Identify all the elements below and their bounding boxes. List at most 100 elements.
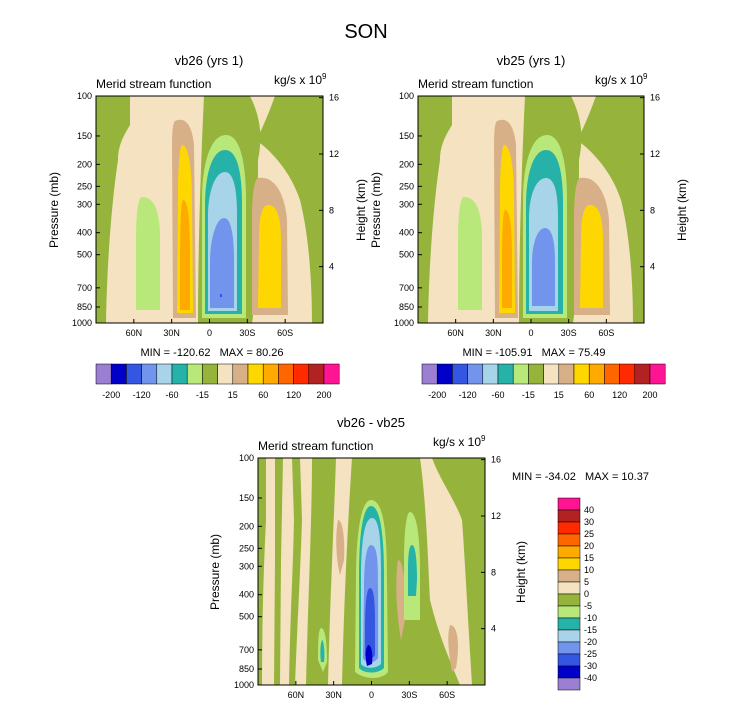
panel-1-units: kg/s x 109 <box>274 72 327 87</box>
colorbar-box <box>497 363 514 385</box>
panel-2-band-orange <box>502 210 512 308</box>
colorbar-label: -60 <box>491 390 504 400</box>
y-tick-label: 1000 <box>72 318 92 328</box>
colorbar-label: -40 <box>584 673 597 683</box>
panel-3-band-olive-b <box>289 458 302 685</box>
panel-3-band-olive-left <box>258 458 266 685</box>
colorbar-box <box>421 363 438 385</box>
colorbar-label: -200 <box>428 390 446 400</box>
colorbar-box <box>557 509 581 523</box>
colorbar-box <box>436 363 453 385</box>
y2-tick-label: 4 <box>650 262 655 272</box>
colorbar-label: 15 <box>228 390 238 400</box>
colorbar-box <box>604 363 620 385</box>
y-tick-label: 1000 <box>234 680 254 690</box>
y-tick-label: 100 <box>239 453 254 463</box>
y-tick-label: 500 <box>77 250 92 260</box>
colorbar-box <box>141 363 158 385</box>
y-tick-label: 250 <box>239 543 254 553</box>
panel-1-yaxis: 100 150 200 250 300 400 500 700 850 1000 4 8 12 16 6… <box>72 91 339 338</box>
colorbar-box <box>649 363 666 385</box>
colorbar-panel-2: -200 -120 -60 -15 15 60 120 200 <box>421 363 666 400</box>
colorbar-box <box>619 363 636 385</box>
colorbar-box <box>308 363 325 385</box>
y2-tick-label: 8 <box>650 205 655 215</box>
colorbar-box <box>217 363 234 385</box>
colorbar-label: -120 <box>459 390 477 400</box>
colorbar-box <box>95 363 112 385</box>
y2-tick-label: 8 <box>329 205 334 215</box>
y-tick-label: 400 <box>239 590 254 600</box>
panel-3-y2label: Height (km) <box>514 541 528 603</box>
panel-3-band-tan-a <box>336 520 345 575</box>
colorbar-label: 40 <box>584 505 594 515</box>
panel-3-units: kg/s x 109 <box>433 434 486 449</box>
colorbar-box <box>543 363 560 385</box>
y2-tick-label: 16 <box>491 455 501 465</box>
panel-2-band-olive-right <box>577 96 644 323</box>
colorbar-box <box>323 363 340 385</box>
x-tick-label: 30S <box>401 690 417 700</box>
colorbar-box <box>558 363 575 385</box>
y-tick-label: 850 <box>239 664 254 674</box>
y2-tick-label: 4 <box>491 624 496 634</box>
panel-3-band-olive-c <box>306 458 336 685</box>
y2-tick-label: 4 <box>329 262 334 272</box>
y-tick-label: 700 <box>239 645 254 655</box>
colorbar-box <box>171 363 188 385</box>
colorbar-box <box>557 641 581 655</box>
y2-tick-label: 12 <box>329 149 339 159</box>
panel-2-yaxis: 100 150 200 250 300 400 500 700 850 1000 4 8 12 16 6… <box>394 91 660 338</box>
colorbar-box <box>278 363 294 385</box>
y-tick-label: 300 <box>399 199 414 209</box>
colorbar-panel-1: -200 -120 -60 -15 15 60 120 200 <box>95 363 340 400</box>
colorbar-label: -200 <box>102 390 120 400</box>
x-tick-label: 60N <box>447 328 464 338</box>
colorbar-label: 60 <box>258 390 268 400</box>
panel-1: vb26 (yrs 1) Merid stream function kg/s … <box>47 53 368 359</box>
panel-3-band-darkblue-center <box>365 588 375 659</box>
colorbar-label: 200 <box>642 390 657 400</box>
colorbar-label: 5 <box>584 577 589 587</box>
panel-1-band-olive <box>96 96 130 323</box>
x-tick-label: 30N <box>163 328 180 338</box>
y-tick-label: 150 <box>77 131 92 141</box>
x-tick-label: 60S <box>598 328 614 338</box>
y-tick-label: 200 <box>77 159 92 169</box>
x-tick-label: 30S <box>561 328 577 338</box>
colorbar-label: -120 <box>133 390 151 400</box>
panel-2-stats: MIN = -105.91 MAX = 75.49 <box>462 347 605 359</box>
y-tick-label: 300 <box>239 561 254 571</box>
colorbar-label: -15 <box>522 390 535 400</box>
colorbar-box <box>293 363 310 385</box>
colorbar-box <box>482 363 499 385</box>
colorbar-label: 120 <box>612 390 627 400</box>
colorbar-box <box>557 497 581 511</box>
y-tick-label: 150 <box>239 493 254 503</box>
panel-3-band-olive-a <box>274 458 283 685</box>
colorbar-label: -30 <box>584 661 597 671</box>
colorbar-label: -25 <box>584 649 597 659</box>
y-tick-label: 1000 <box>394 318 414 328</box>
x-tick-label: 60N <box>126 328 143 338</box>
colorbar-box <box>557 653 581 667</box>
panel-2-title: vb25 (yrs 1) <box>497 53 566 68</box>
figure-title: SON <box>344 21 387 43</box>
y-tick-label: 100 <box>77 91 92 101</box>
colorbar-label: 0 <box>584 589 589 599</box>
x-tick-label: 0 <box>207 328 212 338</box>
panel-3-ylabel: Pressure (mb) <box>208 534 222 610</box>
colorbar-box <box>557 521 581 535</box>
panel-2-units: kg/s x 109 <box>595 72 648 87</box>
colorbar-box <box>557 605 581 619</box>
colorbar-label: 60 <box>584 390 594 400</box>
y-tick-label: 150 <box>399 131 414 141</box>
colorbar-box <box>557 665 581 679</box>
colorbar-box <box>512 363 529 385</box>
colorbar-label: -10 <box>584 613 597 623</box>
colorbar-label: 20 <box>584 541 594 551</box>
colorbar-box <box>557 557 581 571</box>
colorbar-label: 200 <box>316 390 331 400</box>
panel-3-band-tan-c <box>448 625 458 672</box>
